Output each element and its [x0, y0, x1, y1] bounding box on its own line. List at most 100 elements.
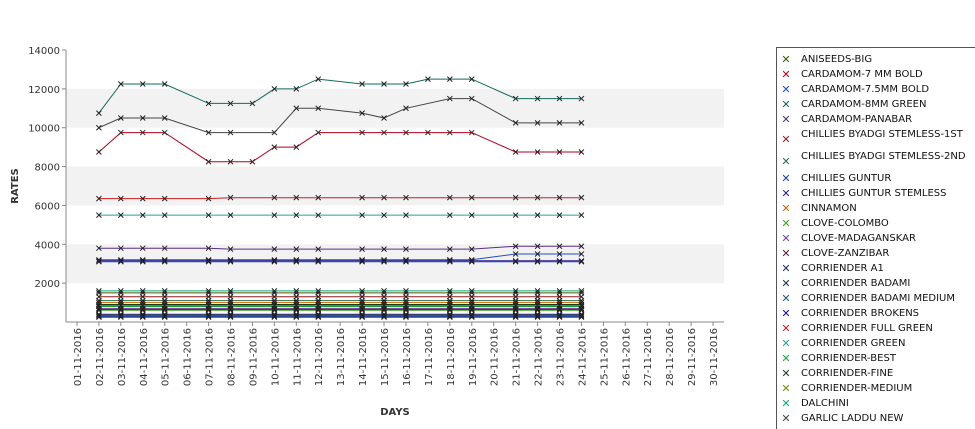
- data-point: [359, 314, 365, 320]
- data-point: [117, 301, 124, 308]
- legend-label: CLOVE-MADAGANSKAR: [801, 233, 916, 244]
- data-point: [271, 86, 278, 92]
- data-point: [293, 257, 300, 264]
- data-point: [403, 246, 409, 252]
- data-point: [271, 258, 278, 265]
- data-point: [446, 194, 453, 201]
- data-point: [161, 195, 168, 202]
- data-point: [381, 314, 387, 320]
- data-point: [96, 124, 102, 131]
- data-point: [161, 212, 168, 218]
- data-point: [468, 313, 475, 320]
- data-point: [161, 288, 168, 294]
- data-point: [139, 288, 146, 294]
- data-point: [446, 212, 453, 218]
- series-20: [96, 301, 585, 308]
- data-point: [271, 129, 278, 136]
- data-point: [512, 194, 519, 201]
- data-point: [205, 100, 212, 107]
- data-point: [578, 258, 585, 265]
- data-point: [578, 313, 585, 320]
- data-point: [96, 195, 102, 202]
- data-point: [271, 246, 278, 252]
- data-point: [359, 258, 365, 265]
- legend-item: ✕ CORRIENDER FULL GREEN: [777, 322, 975, 337]
- data-point: [556, 257, 563, 264]
- legend-label: CORRIENDER A1: [801, 263, 884, 274]
- data-point: [205, 245, 212, 252]
- legend-marker-icon: ✕: [781, 217, 791, 230]
- x-tick-label: 28-11-2016: [665, 328, 676, 386]
- data-point: [139, 129, 146, 136]
- legend-marker-icon: ✕: [781, 382, 791, 395]
- data-point: [468, 257, 475, 264]
- data-point: [512, 301, 519, 308]
- legend-label: CLOVE-COLOMBO: [801, 218, 889, 229]
- data-point: [534, 194, 541, 201]
- data-point: [227, 194, 234, 201]
- data-point: [512, 302, 519, 309]
- data-point: [403, 313, 409, 320]
- data-point: [271, 301, 278, 308]
- series-3: [96, 76, 585, 116]
- data-point: [96, 212, 102, 218]
- data-point: [227, 100, 234, 107]
- data-point: [139, 245, 146, 252]
- legend-label: CARDAMOM-PANABAR: [801, 114, 913, 125]
- data-point: [578, 149, 585, 155]
- data-point: [534, 301, 541, 308]
- legend-item: ✕ CORRIENDER A1: [777, 262, 975, 277]
- data-point: [161, 245, 168, 252]
- series-line: [98, 253, 582, 261]
- x-tick-label: 23-11-2016: [556, 328, 567, 386]
- x-axis-ticks: 01-11-2016 02-11-2016 03-11-2016 04-11-2016…: [73, 322, 720, 386]
- data-point: [315, 258, 322, 265]
- data-point: [293, 302, 300, 309]
- data-point: [205, 258, 212, 265]
- x-tick-label: 26-11-2016: [621, 328, 632, 386]
- legend-label: CARDAMOM-8MM GREEN: [801, 99, 927, 110]
- x-tick-label: 03-11-2016: [117, 328, 128, 386]
- data-point: [468, 301, 475, 308]
- data-point: [403, 212, 409, 218]
- data-point: [227, 129, 234, 136]
- y-tick-label: 6000: [35, 201, 60, 212]
- legend-marker-icon: ✕: [781, 262, 791, 275]
- data-point: [359, 301, 365, 308]
- data-point: [293, 86, 300, 92]
- data-point: [271, 194, 278, 201]
- data-point: [381, 81, 387, 87]
- data-point: [249, 158, 256, 165]
- legend-item: ✕ ANISEEDS-BIG: [777, 53, 975, 68]
- data-point: [139, 115, 146, 121]
- data-point: [446, 246, 453, 252]
- legend-marker-icon: ✕: [781, 68, 791, 81]
- data-point: [293, 288, 300, 294]
- legend-marker-icon: ✕: [781, 412, 791, 425]
- x-tick-label: 13-11-2016: [336, 328, 347, 386]
- data-point: [381, 129, 387, 136]
- legend-label: CORRIENDER-MEDIUM: [801, 383, 913, 394]
- legend-label: CHILLIES GUNTUR: [801, 173, 892, 184]
- data-point: [96, 313, 102, 320]
- data-point: [446, 95, 453, 102]
- data-point: [271, 144, 278, 150]
- grid-bands: [66, 88, 724, 284]
- data-point: [271, 288, 278, 294]
- series-12: [96, 306, 585, 313]
- data-point: [96, 257, 102, 264]
- grid-band: [66, 166, 724, 206]
- legend-label: CORRIENDER FULL GREEN: [801, 323, 933, 334]
- data-point: [271, 302, 278, 309]
- data-point: [468, 258, 475, 265]
- data-point: [117, 129, 124, 136]
- x-tick-label: 16-11-2016: [402, 328, 413, 386]
- data-point: [96, 314, 102, 320]
- data-point: [359, 257, 365, 264]
- data-point: [161, 129, 168, 136]
- legend-item: ✕ DALCHINI: [777, 397, 975, 412]
- data-point: [403, 129, 409, 136]
- series-9: [96, 299, 585, 306]
- y-tick-label: 12000: [28, 85, 60, 96]
- legend: ✕ ANISEEDS-BIG ✕ CARDAMOM-7 MM BOLD ✕ CARDAMO…: [776, 47, 975, 429]
